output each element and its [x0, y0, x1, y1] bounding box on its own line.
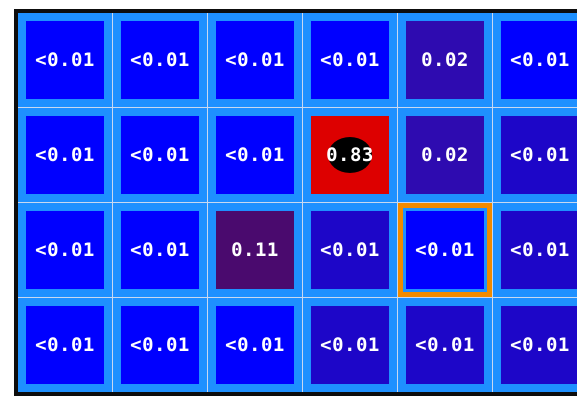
cell-probability-label: <0.01: [510, 49, 570, 71]
grid-cell-r0-c2[interactable]: <0.01: [208, 13, 302, 107]
cell-probability-label: 0.02: [421, 144, 469, 166]
cell-probability-label: <0.01: [130, 49, 190, 71]
cell-probability-label: <0.01: [320, 334, 380, 356]
cell-probability-label: <0.01: [130, 239, 190, 261]
cell-probability-fill: 0.02: [406, 21, 484, 99]
cell-probability-label: <0.01: [320, 239, 380, 261]
grid-cell-r2-c3[interactable]: <0.01: [303, 203, 397, 297]
grid-cell-r0-c5[interactable]: <0.01: [493, 13, 577, 107]
cell-probability-fill: <0.01: [311, 306, 389, 384]
game-board-frame: <0.01 <0.01 <0.01 <0.01 0.02 <0.01 <0.01 <0.01 <…: [14, 9, 577, 396]
grid-cell-r1-c1[interactable]: <0.01: [113, 108, 207, 202]
cell-probability-fill: <0.01: [121, 21, 199, 99]
grid-cell-r0-c1[interactable]: <0.01: [113, 13, 207, 107]
grid-cell-r1-c4[interactable]: 0.02: [398, 108, 492, 202]
cell-probability-fill: <0.01: [26, 211, 104, 289]
cell-probability-fill: 0.11: [216, 211, 294, 289]
cell-probability-fill: <0.01: [311, 211, 389, 289]
cell-probability-label: <0.01: [510, 144, 570, 166]
grid-cell-r3-c3[interactable]: <0.01: [303, 298, 397, 392]
cell-probability-fill: <0.01: [26, 306, 104, 384]
cell-probability-fill: <0.01: [26, 116, 104, 194]
cell-probability-fill: 0.83: [311, 116, 389, 194]
cell-probability-label: <0.01: [130, 144, 190, 166]
cell-probability-fill: <0.01: [406, 211, 484, 289]
grid-cell-r1-c3[interactable]: 0.83: [303, 108, 397, 202]
cell-probability-fill: <0.01: [121, 211, 199, 289]
grid-cell-r1-c0[interactable]: <0.01: [18, 108, 112, 202]
grid-cell-r2-c1[interactable]: <0.01: [113, 203, 207, 297]
grid-cell-r3-c0[interactable]: <0.01: [18, 298, 112, 392]
cell-probability-fill: <0.01: [216, 116, 294, 194]
cell-probability-label: <0.01: [415, 239, 475, 261]
cell-probability-label: <0.01: [35, 144, 95, 166]
cell-probability-label: <0.01: [35, 334, 95, 356]
cell-probability-label: <0.01: [225, 49, 285, 71]
cell-probability-fill: <0.01: [26, 21, 104, 99]
grid-cell-r1-c2[interactable]: <0.01: [208, 108, 302, 202]
grid-cell-r2-c2[interactable]: 0.11: [208, 203, 302, 297]
grid-cell-r0-c0[interactable]: <0.01: [18, 13, 112, 107]
cell-probability-fill: <0.01: [121, 306, 199, 384]
grid-cell-r3-c1[interactable]: <0.01: [113, 298, 207, 392]
grid-cell-r2-c5[interactable]: <0.01: [493, 203, 577, 297]
cell-probability-fill: <0.01: [311, 21, 389, 99]
cell-probability-label: <0.01: [415, 334, 475, 356]
cell-probability-fill: <0.01: [501, 116, 577, 194]
cell-probability-fill: <0.01: [501, 306, 577, 384]
cell-probability-label: <0.01: [225, 334, 285, 356]
grid-cell-r0-c3[interactable]: <0.01: [303, 13, 397, 107]
agent-marker-icon: [328, 137, 372, 173]
cell-probability-label: 0.83: [326, 144, 374, 166]
grid-cell-r3-c4[interactable]: <0.01: [398, 298, 492, 392]
cell-probability-fill: <0.01: [501, 21, 577, 99]
cell-probability-fill: 0.02: [406, 116, 484, 194]
cell-probability-label: <0.01: [130, 334, 190, 356]
grid-cell-r0-c4[interactable]: 0.02: [398, 13, 492, 107]
cell-probability-label: 0.11: [231, 239, 279, 261]
cell-probability-label: <0.01: [35, 49, 95, 71]
cell-probability-label: <0.01: [225, 144, 285, 166]
cell-probability-fill: <0.01: [406, 306, 484, 384]
cell-probability-fill: <0.01: [216, 21, 294, 99]
grid-cell-r1-c5[interactable]: <0.01: [493, 108, 577, 202]
grid-cell-r2-c4[interactable]: <0.01: [398, 203, 492, 297]
cell-probability-label: <0.01: [320, 49, 380, 71]
cell-probability-label: <0.01: [510, 334, 570, 356]
grid-cell-r3-c5[interactable]: <0.01: [493, 298, 577, 392]
cell-probability-fill: <0.01: [501, 211, 577, 289]
cell-probability-label: 0.02: [421, 49, 469, 71]
probability-grid: <0.01 <0.01 <0.01 <0.01 0.02 <0.01 <0.01 <0.01 <…: [18, 13, 577, 392]
grid-cell-r2-c0[interactable]: <0.01: [18, 203, 112, 297]
grid-cell-r3-c2[interactable]: <0.01: [208, 298, 302, 392]
cell-probability-label: <0.01: [35, 239, 95, 261]
cell-probability-label: <0.01: [510, 239, 570, 261]
cell-probability-fill: <0.01: [216, 306, 294, 384]
cell-probability-fill: <0.01: [121, 116, 199, 194]
